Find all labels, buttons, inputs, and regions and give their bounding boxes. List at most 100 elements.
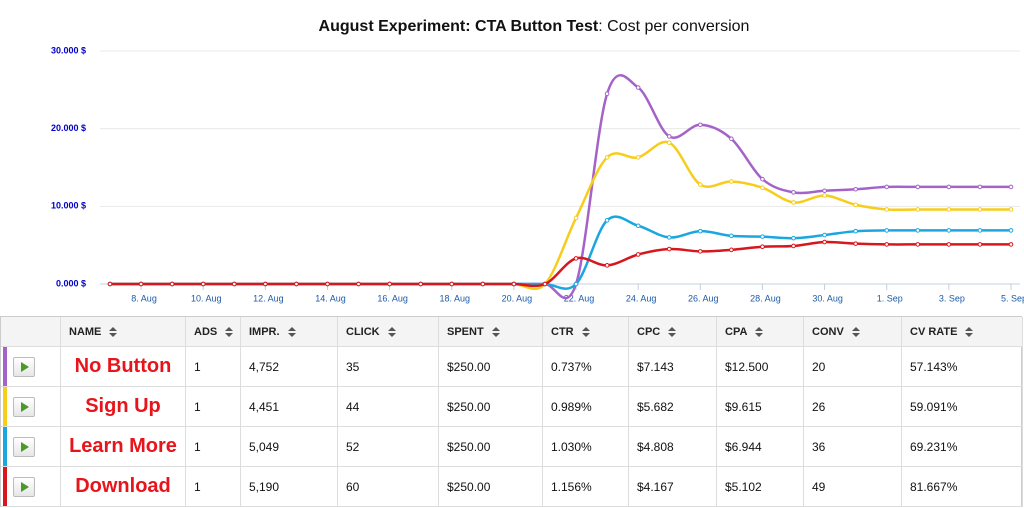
point-marker	[729, 136, 734, 142]
sort-icon	[668, 326, 677, 337]
column-header[interactable]: CV RATE	[902, 317, 1023, 347]
point-marker	[604, 155, 610, 160]
point-marker	[729, 233, 734, 239]
sort-up	[491, 326, 500, 331]
point-marker	[946, 207, 952, 212]
point-marker	[977, 207, 983, 212]
point-marker	[666, 235, 672, 240]
sort-icon	[755, 326, 764, 337]
column-header[interactable]: CLICK	[338, 317, 439, 347]
column-header[interactable]: SPENT	[439, 317, 543, 347]
ad-name: No Button	[61, 347, 186, 387]
play-button[interactable]	[13, 476, 35, 497]
ad-name: Sign Up	[61, 387, 186, 427]
play-button[interactable]	[13, 396, 35, 417]
point-marker	[822, 193, 827, 198]
header-cell	[1, 317, 61, 347]
table-cell: $250.00	[439, 387, 543, 427]
column-header[interactable]: CPC	[629, 317, 717, 347]
sort-up	[387, 326, 396, 331]
point-marker	[822, 239, 827, 245]
sort-down	[668, 332, 677, 337]
column-header[interactable]: NAME	[61, 317, 186, 347]
column-title: IMPR.	[249, 325, 280, 338]
point-marker	[604, 218, 610, 223]
y-tick-label: 20.000 $	[51, 123, 86, 133]
table-cell: $7.143	[629, 347, 717, 387]
point-marker	[915, 184, 921, 190]
play-cell	[1, 427, 61, 467]
x-tick-label: 22. Aug	[564, 293, 595, 303]
point-marker	[791, 235, 796, 241]
y-tick-label: 30.000 $	[51, 45, 86, 55]
point-marker	[791, 243, 796, 249]
table-cell: $5.102	[717, 467, 804, 507]
point-marker	[325, 281, 330, 287]
point-marker	[635, 85, 641, 90]
chart: August Experiment: CTA Button Test: Cost…	[51, 18, 1024, 303]
sort-up	[851, 326, 860, 331]
table-cell: 44	[338, 387, 439, 427]
point-marker	[977, 184, 983, 190]
table-cell: $250.00	[439, 467, 543, 507]
sort-down	[225, 332, 234, 337]
table-cell: 1.156%	[543, 467, 629, 507]
sort-down	[387, 332, 396, 337]
point-marker	[387, 281, 392, 287]
x-tick-label: 12. Aug	[253, 293, 284, 303]
point-marker	[760, 185, 765, 190]
point-marker	[573, 215, 579, 221]
point-marker	[1008, 207, 1014, 212]
point-marker	[635, 155, 641, 160]
point-marker	[698, 122, 703, 128]
point-marker	[698, 249, 703, 254]
point-marker	[822, 188, 827, 194]
column-header[interactable]: CTR	[543, 317, 629, 347]
table-cell: 5,190	[241, 467, 338, 507]
sort-icon	[851, 326, 860, 337]
play-cell	[1, 347, 61, 387]
play-cell	[1, 467, 61, 507]
point-marker	[542, 281, 548, 287]
x-tick-label: 14. Aug	[315, 293, 346, 303]
point-marker	[138, 281, 144, 287]
y-tick-label: 0.000 $	[56, 278, 86, 288]
table-cell: 20	[804, 347, 902, 387]
point-marker	[449, 281, 455, 287]
play-button[interactable]	[13, 436, 35, 457]
column-header[interactable]: ADS	[186, 317, 241, 347]
sort-down	[491, 332, 500, 337]
title-main: August Experiment: CTA Button Test	[319, 18, 599, 35]
campaign-table: NAME ADS IMPR. CLICK SPENT CTR CPC CPA CONV CV RA…	[0, 316, 1023, 507]
point-marker	[666, 246, 672, 252]
table-cell: 1	[186, 387, 241, 427]
point-marker	[107, 281, 113, 287]
point-marker	[915, 242, 921, 247]
point-marker	[356, 281, 361, 287]
sort-icon	[491, 326, 500, 337]
sort-icon	[225, 326, 234, 337]
table-cell: $4.808	[629, 427, 717, 467]
point-marker	[946, 184, 952, 190]
point-marker	[729, 247, 734, 253]
table-cell: 0.989%	[543, 387, 629, 427]
point-marker	[231, 281, 237, 287]
table-cell: 60	[338, 467, 439, 507]
point-marker	[604, 91, 610, 97]
point-marker	[200, 281, 206, 287]
x-tick-label: 28. Aug	[750, 293, 781, 303]
x-tick-label: 1. Sep	[877, 293, 903, 303]
point-marker	[511, 281, 517, 287]
column-header[interactable]: CPA	[717, 317, 804, 347]
play-button[interactable]	[13, 356, 35, 377]
column-header[interactable]: IMPR.	[241, 317, 338, 347]
x-tick-label: 3. Sep	[939, 293, 965, 303]
table-cell: $5.682	[629, 387, 717, 427]
row-color	[3, 427, 7, 466]
column-header[interactable]: CONV	[804, 317, 902, 347]
point-marker	[480, 281, 486, 287]
ad-name: Learn More	[61, 427, 186, 467]
series-line	[110, 74, 1011, 300]
point-marker	[666, 134, 672, 139]
